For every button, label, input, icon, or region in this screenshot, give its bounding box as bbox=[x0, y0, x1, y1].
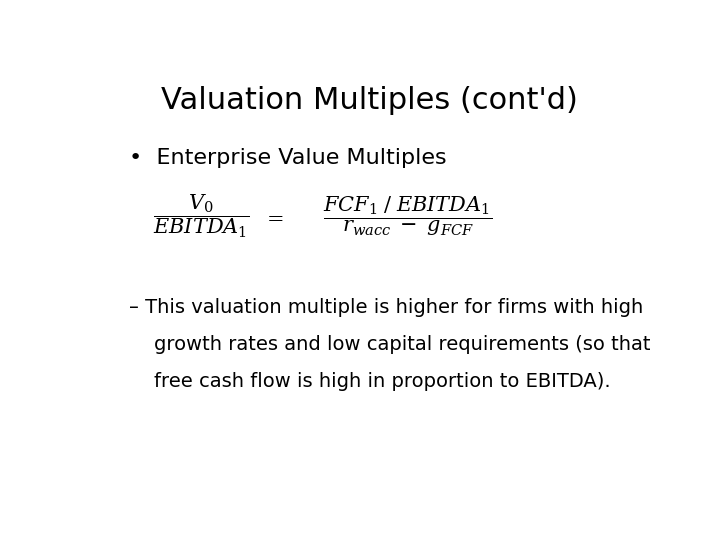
Text: •  Enterprise Value Multiples: • Enterprise Value Multiples bbox=[129, 148, 446, 168]
Text: $\dfrac{FCF_1 \;/\; EBITDA_1}{r_{wacc} \;-\; g_{FCF}}$: $\dfrac{FCF_1 \;/\; EBITDA_1}{r_{wacc} \… bbox=[323, 194, 492, 239]
Text: Valuation Multiples (cont'd): Valuation Multiples (cont'd) bbox=[161, 85, 577, 114]
Text: $\dfrac{V_0}{EBITDA_1}$: $\dfrac{V_0}{EBITDA_1}$ bbox=[153, 193, 250, 240]
Text: $=$: $=$ bbox=[264, 207, 285, 227]
Text: free cash flow is high in proportion to EBITDA).: free cash flow is high in proportion to … bbox=[129, 373, 611, 392]
Text: – This valuation multiple is higher for firms with high: – This valuation multiple is higher for … bbox=[129, 298, 643, 316]
Text: growth rates and low capital requirements (so that: growth rates and low capital requirement… bbox=[129, 335, 651, 354]
